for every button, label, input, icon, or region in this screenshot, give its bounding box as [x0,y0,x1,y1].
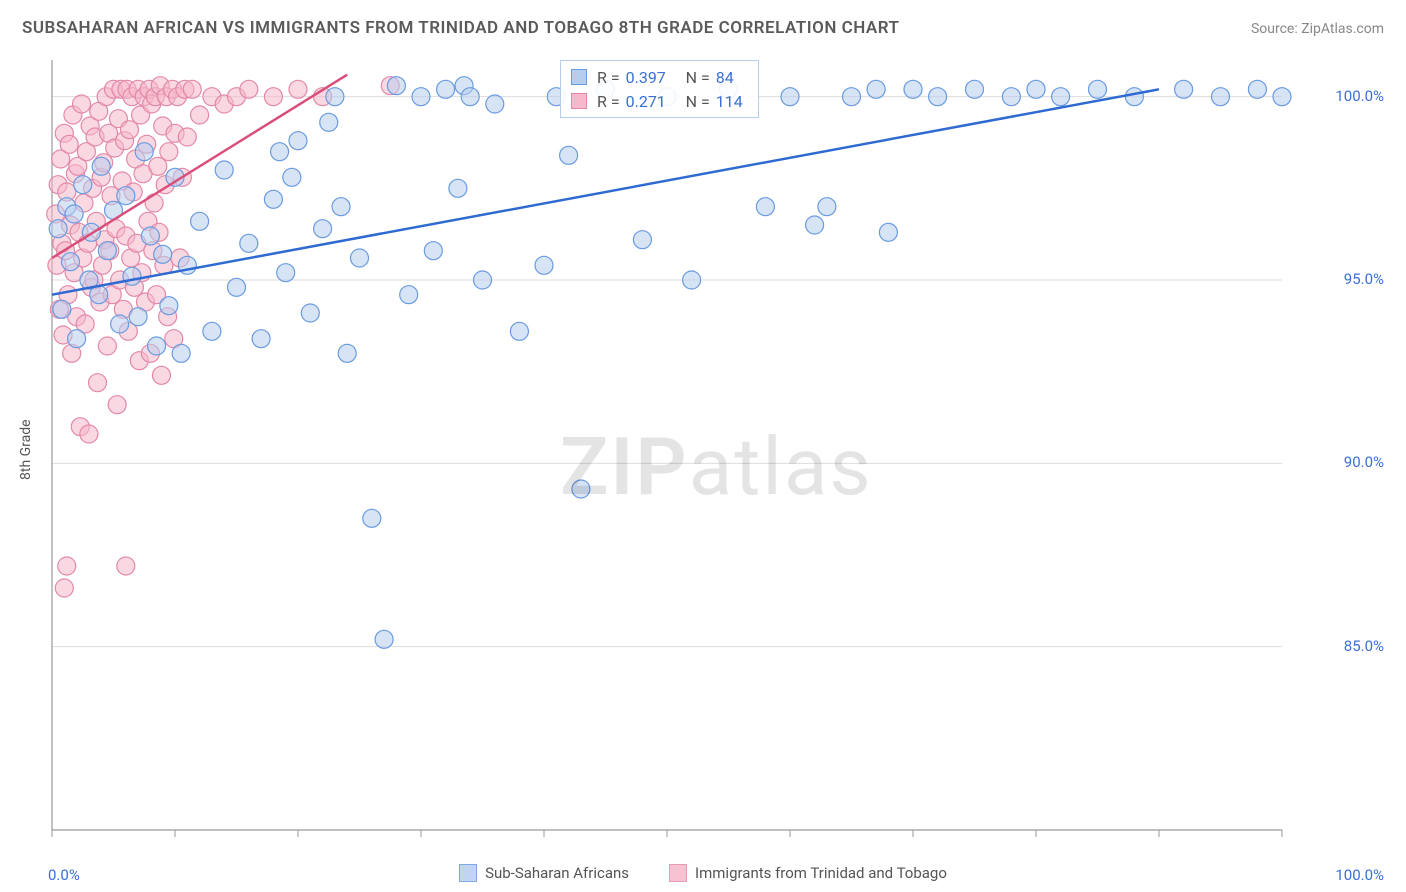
legend-item-series-a: Sub-Saharan Africans [459,864,629,882]
stats-n-label: N = [686,92,710,111]
y-tick-label: 95.0% [1344,270,1384,288]
stats-r-label: R = [597,68,620,87]
y-tick-label: 100.0% [1335,87,1384,105]
stats-r-value: 0.397 [626,68,676,87]
legend-label-b: Immigrants from Trinidad and Tobago [695,864,947,882]
y-tick-label: 90.0% [1344,453,1384,471]
stats-legend-box: R = 0.397 N = 84 R = 0.271 N = 114 [560,60,759,118]
stats-row: R = 0.271 N = 114 [571,89,748,113]
y-tick-label: 85.0% [1344,637,1384,655]
legend-label-a: Sub-Saharan Africans [485,864,629,882]
legend-item-series-b: Immigrants from Trinidad and Tobago [669,864,947,882]
stats-n-label: N = [686,68,710,87]
stats-n-value: 114 [716,92,748,111]
stats-row: R = 0.397 N = 84 [571,65,748,89]
stats-swatch [571,93,587,109]
chart-area: 8th Grade ZIPatlas R =0.397N =84R =0.271… [0,50,1406,892]
legend-swatch-b [669,864,687,882]
stats-swatch [571,69,587,85]
legend-bottom: Sub-Saharan Africans Immigrants from Tri… [0,864,1406,882]
chart-header: SUBSAHARAN AFRICAN VS IMMIGRANTS FROM TR… [22,18,1384,38]
legend-swatch-a [459,864,477,882]
y-axis-label: 8th Grade [18,419,34,480]
scatter-plot-svg [0,50,1406,892]
chart-title: SUBSAHARAN AFRICAN VS IMMIGRANTS FROM TR… [22,18,899,38]
chart-source: Source: ZipAtlas.com [1251,21,1384,37]
stats-r-label: R = [597,92,620,111]
stats-n-value: 84 [716,68,748,87]
stats-r-value: 0.271 [626,92,676,111]
